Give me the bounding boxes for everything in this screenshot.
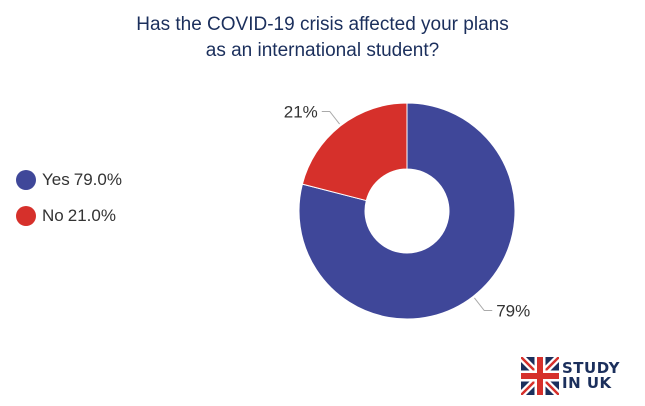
leader-line-yes: [474, 297, 493, 312]
chart-title-line-2: as an international student?: [205, 40, 440, 61]
legend-label-no: No: [42, 206, 64, 225]
logo-text: STUDY IN UK: [562, 361, 620, 391]
chart-title: Has the COVID-19 crisis affected your pl…: [40, 12, 605, 64]
data-label-no: 21%: [284, 102, 318, 121]
data-label-yes: 79%: [496, 302, 530, 321]
donut-slice-yes[interactable]: [298, 102, 516, 320]
legend-item-no[interactable]: No 21.0%: [16, 198, 122, 234]
legend: Yes 79.0% No 21.0%: [16, 162, 122, 234]
donut-slice-no[interactable]: [301, 102, 408, 202]
legend-swatch-no: [16, 206, 36, 226]
legend-swatch-yes: [16, 170, 36, 190]
legend-label-yes: Yes: [42, 170, 70, 189]
study-in-uk-logo: STUDY IN UK: [521, 357, 620, 395]
legend-value-yes: 79.0%: [73, 170, 122, 189]
union-jack-icon: [521, 357, 559, 395]
leader-line-no: [321, 110, 340, 125]
legend-item-yes[interactable]: Yes 79.0%: [16, 162, 122, 198]
logo-text-line-1: STUDY: [562, 359, 620, 377]
logo-text-line-2: IN UK: [562, 374, 612, 392]
chart-title-line-1: Has the COVID-19 crisis affected your pl…: [136, 14, 509, 35]
legend-value-no: 21.0%: [67, 206, 116, 225]
